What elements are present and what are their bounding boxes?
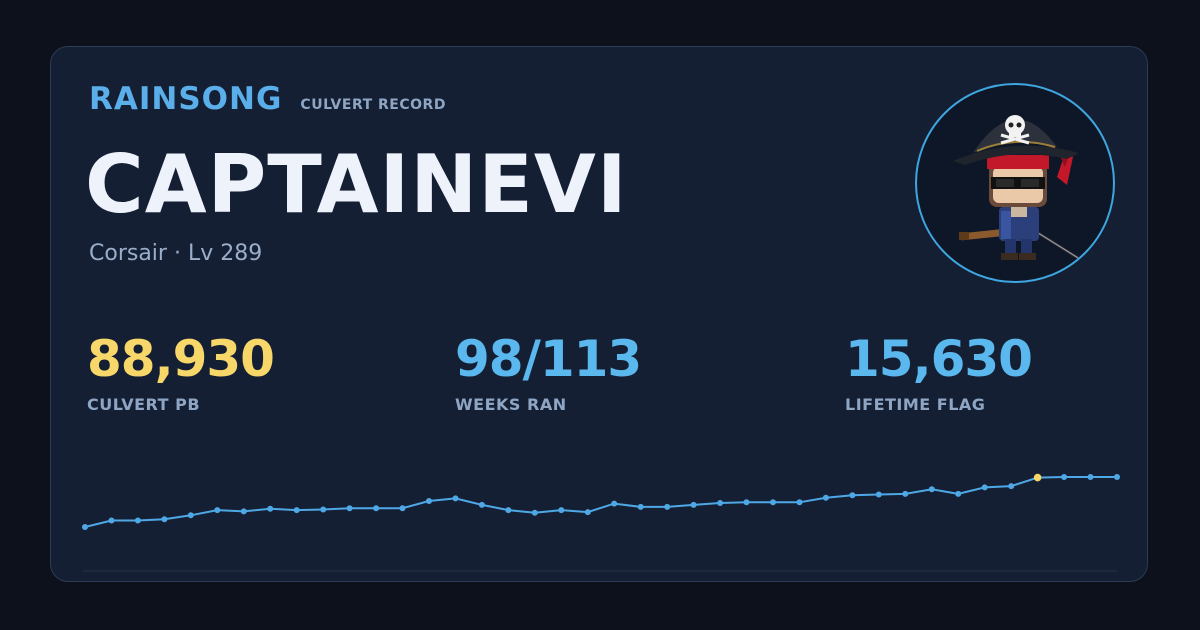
chart-line [84, 476, 1117, 528]
brand-logo: RAINSONG [89, 81, 283, 117]
stat-lifetime-flag: 15,630 LIFETIME FLAG [845, 329, 1033, 414]
chart-point [267, 505, 274, 512]
chart-point [796, 499, 803, 506]
chart-point [664, 503, 671, 510]
chart-point [240, 508, 247, 515]
stat-label: WEEKS RAN [455, 395, 567, 414]
chart-series [82, 473, 1120, 530]
chart-point [849, 492, 856, 499]
chart-point [452, 495, 459, 502]
chart-point [902, 490, 909, 497]
stat-weeks-ran: 98/113 WEEKS RAN [455, 329, 642, 414]
chart-point [928, 486, 935, 493]
profile-card: RAINSONG CULVERT RECORD CAPTAINEVI Corsa… [50, 46, 1148, 582]
chart-point [293, 507, 300, 514]
chart-point [426, 498, 432, 504]
chart-point [320, 506, 327, 513]
stat-culvert-pb: 88,930 CULVERT PB [87, 329, 275, 414]
chart-point [373, 505, 380, 512]
chart-point [346, 505, 353, 512]
chart-point [108, 517, 115, 524]
stat-label: LIFETIME FLAG [845, 395, 986, 414]
chart-point [1061, 474, 1068, 480]
chart-point [478, 501, 485, 508]
chart-point [822, 494, 829, 501]
pirate-character-avatar-icon [953, 115, 1085, 263]
chart-point [134, 517, 141, 524]
chart-point [214, 507, 221, 514]
chart-point [399, 505, 406, 512]
chart-point-highlight [1033, 473, 1042, 482]
stat-value: 98/113 [455, 330, 642, 388]
chart-point [770, 499, 776, 506]
chart-point [1008, 483, 1015, 490]
chart-point [611, 500, 618, 507]
chart-point [875, 491, 882, 498]
chart-point [717, 500, 724, 506]
stat-value: 88,930 [87, 330, 275, 388]
chart-point [1087, 474, 1094, 480]
chart-point [82, 524, 88, 530]
chart-point [531, 509, 538, 516]
player-name: CAPTAINEVI [85, 138, 628, 231]
player-class-level: Corsair · Lv 289 [89, 241, 263, 266]
chart-point [637, 503, 644, 510]
chart-point [743, 499, 750, 506]
avatar [915, 83, 1115, 283]
culvert-history-chart [82, 473, 1120, 572]
stat-label: CULVERT PB [87, 395, 201, 414]
chart-point [981, 484, 988, 491]
chart-point [1114, 474, 1120, 480]
chart-point [690, 501, 697, 508]
chart-point [161, 516, 168, 523]
chart-point [505, 507, 512, 514]
chart-point [955, 490, 962, 497]
chart-point [584, 509, 591, 516]
stat-value: 15,630 [845, 330, 1033, 388]
record-subtitle: CULVERT RECORD [300, 97, 446, 113]
chart-point [187, 512, 194, 519]
chart-point [558, 507, 565, 514]
brand-row: RAINSONG CULVERT RECORD [89, 81, 446, 117]
